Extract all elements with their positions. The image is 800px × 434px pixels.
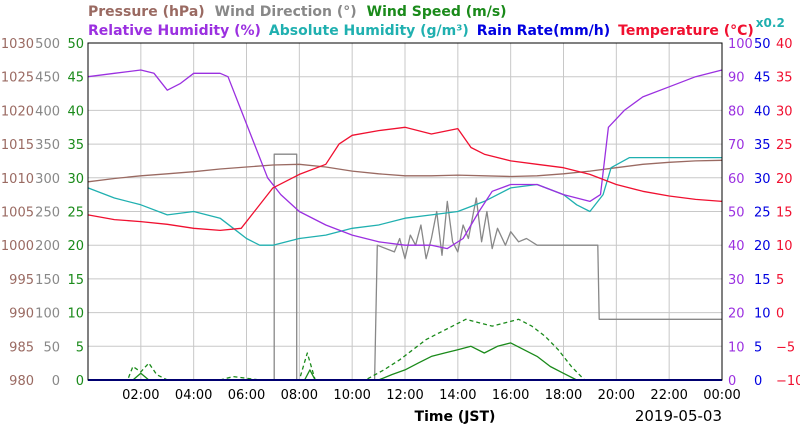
y-tick-wind-speed: 15 xyxy=(67,273,84,288)
legend-absolute-humidity: Absolute Humidity (g/m³) xyxy=(269,23,469,39)
y-tick-wind-speed: 0 xyxy=(76,374,84,389)
y-tick-wind-speed: 35 xyxy=(67,138,84,153)
y-tick-temperature: 5 xyxy=(776,273,784,288)
y-tick-wind-direction: 500 xyxy=(35,37,60,52)
legend-wind-speed: Wind Speed (m/s) xyxy=(367,4,507,20)
legend-rain-rate: Rain Rate(mm/h) xyxy=(477,23,610,39)
y-tick-rain-rate: 45 xyxy=(754,71,771,86)
legend-relative-humidity: Relative Humidity (%) xyxy=(88,23,261,39)
y-tick-rain-rate: 15 xyxy=(754,273,771,288)
y-tick-rain-rate: 10 xyxy=(754,307,771,322)
y-tick-rain-rate: 20 xyxy=(754,239,771,254)
y-tick-wind-direction: 150 xyxy=(35,273,60,288)
x-tick-label: 12:00 xyxy=(386,388,423,403)
y-tick-temperature: 35 xyxy=(776,71,793,86)
y-tick-rain-rate: 0 xyxy=(754,374,762,389)
y-tick-wind-speed: 20 xyxy=(67,239,84,254)
x-tick-label: 22:00 xyxy=(650,388,687,403)
y-tick-wind-direction: 400 xyxy=(35,104,60,119)
y-tick-pressure: 1010 xyxy=(1,172,34,187)
y-tick-wind-direction: 100 xyxy=(35,307,60,322)
y-tick-relative-humidity: 70 xyxy=(728,138,745,153)
y-tick-temperature: 20 xyxy=(776,172,793,187)
y-tick-relative-humidity: 60 xyxy=(728,172,745,187)
y-tick-pressure: 1030 xyxy=(1,37,34,52)
y-tick-relative-humidity: 50 xyxy=(728,206,745,221)
series-relative-humidity xyxy=(87,69,723,250)
y-tick-pressure: 1000 xyxy=(1,239,34,254)
y-tick-pressure: 1025 xyxy=(1,71,34,86)
y-tick-relative-humidity: 80 xyxy=(728,104,745,119)
y-tick-wind-direction: 350 xyxy=(35,138,60,153)
y-tick-rain-rate: 30 xyxy=(754,172,771,187)
y-tick-temperature: 25 xyxy=(776,138,793,153)
y-tick-pressure: 1020 xyxy=(1,104,34,119)
y-tick-wind-speed: 5 xyxy=(76,340,84,355)
y-tick-relative-humidity: 20 xyxy=(728,307,745,322)
y-tick-wind-direction: 300 xyxy=(35,172,60,187)
x-tick-label: 00:00 xyxy=(703,388,740,403)
x-tick-label: 20:00 xyxy=(598,388,635,403)
y-tick-relative-humidity: 30 xyxy=(728,273,745,288)
y-tick-temperature: 30 xyxy=(776,104,793,119)
y-tick-wind-direction: 50 xyxy=(43,340,60,355)
legend-pressure: Pressure (hPa) xyxy=(88,4,205,20)
series-absolute-humidity xyxy=(87,156,722,246)
y-tick-wind-speed: 45 xyxy=(67,71,84,86)
legend-wind-direction: Wind Direction (°) xyxy=(215,4,357,20)
series-pressure xyxy=(87,159,723,183)
y-tick-pressure: 985 xyxy=(9,340,34,355)
y-tick-temperature: 15 xyxy=(776,206,793,221)
x-tick-label: 16:00 xyxy=(492,388,529,403)
x-tick-label: 18:00 xyxy=(545,388,582,403)
x-axis-label: Time (JST) xyxy=(415,409,496,425)
y-tick-wind-direction: 200 xyxy=(35,239,60,254)
y-tick-wind-direction: 250 xyxy=(35,206,60,221)
plot-frame xyxy=(87,42,723,381)
abs-humidity-scale-note: x0.2 xyxy=(756,16,785,30)
y-tick-relative-humidity: 0 xyxy=(728,374,736,389)
x-tick-label: 14:00 xyxy=(439,388,476,403)
y-tick-wind-speed: 40 xyxy=(67,104,84,119)
y-tick-pressure: 990 xyxy=(9,307,34,322)
y-tick-pressure: 980 xyxy=(9,374,34,389)
x-tick-label: 04:00 xyxy=(175,388,212,403)
series-wind-speed-max xyxy=(88,318,722,381)
y-tick-temperature: 10 xyxy=(776,239,793,254)
y-tick-rain-rate: 35 xyxy=(754,138,771,153)
legend: Pressure (hPa) Wind Direction (°) Wind Spe… xyxy=(88,4,785,39)
y-tick-relative-humidity: 100 xyxy=(728,37,753,52)
y-tick-wind-speed: 30 xyxy=(67,172,84,187)
x-tick-label: 08:00 xyxy=(281,388,318,403)
legend-temperature: Temperature (°C) xyxy=(618,23,754,39)
y-tick-relative-humidity: 90 xyxy=(728,71,745,86)
y-tick-wind-direction: 0 xyxy=(52,374,60,389)
y-tick-rain-rate: 40 xyxy=(754,104,771,119)
y-tick-temperature: −5 xyxy=(776,340,795,355)
x-tick-label: 02:00 xyxy=(122,388,159,403)
grid xyxy=(88,43,722,380)
y-tick-wind-speed: 50 xyxy=(67,37,84,52)
y-tick-pressure: 1015 xyxy=(1,138,34,153)
y-tick-temperature: 40 xyxy=(776,37,793,52)
y-tick-wind-speed: 10 xyxy=(67,307,84,322)
y-tick-wind-direction: 450 xyxy=(35,71,60,86)
y-tick-relative-humidity: 10 xyxy=(728,340,745,355)
x-tick-label: 10:00 xyxy=(333,388,370,403)
axes-layer: 1030102510201015101010051000995990985980… xyxy=(1,37,800,403)
y-tick-pressure: 995 xyxy=(9,273,34,288)
y-tick-rain-rate: 25 xyxy=(754,206,771,221)
y-tick-pressure: 1005 xyxy=(1,206,34,221)
y-tick-temperature: −10 xyxy=(776,374,800,389)
y-tick-wind-speed: 25 xyxy=(67,206,84,221)
y-tick-relative-humidity: 40 xyxy=(728,239,745,254)
date-label: 2019-05-03 xyxy=(635,407,722,425)
y-tick-rain-rate: 50 xyxy=(754,37,771,52)
y-tick-temperature: 0 xyxy=(776,307,784,322)
x-tick-label: 06:00 xyxy=(228,388,265,403)
y-tick-rain-rate: 5 xyxy=(754,340,762,355)
series-temperature xyxy=(87,126,723,232)
